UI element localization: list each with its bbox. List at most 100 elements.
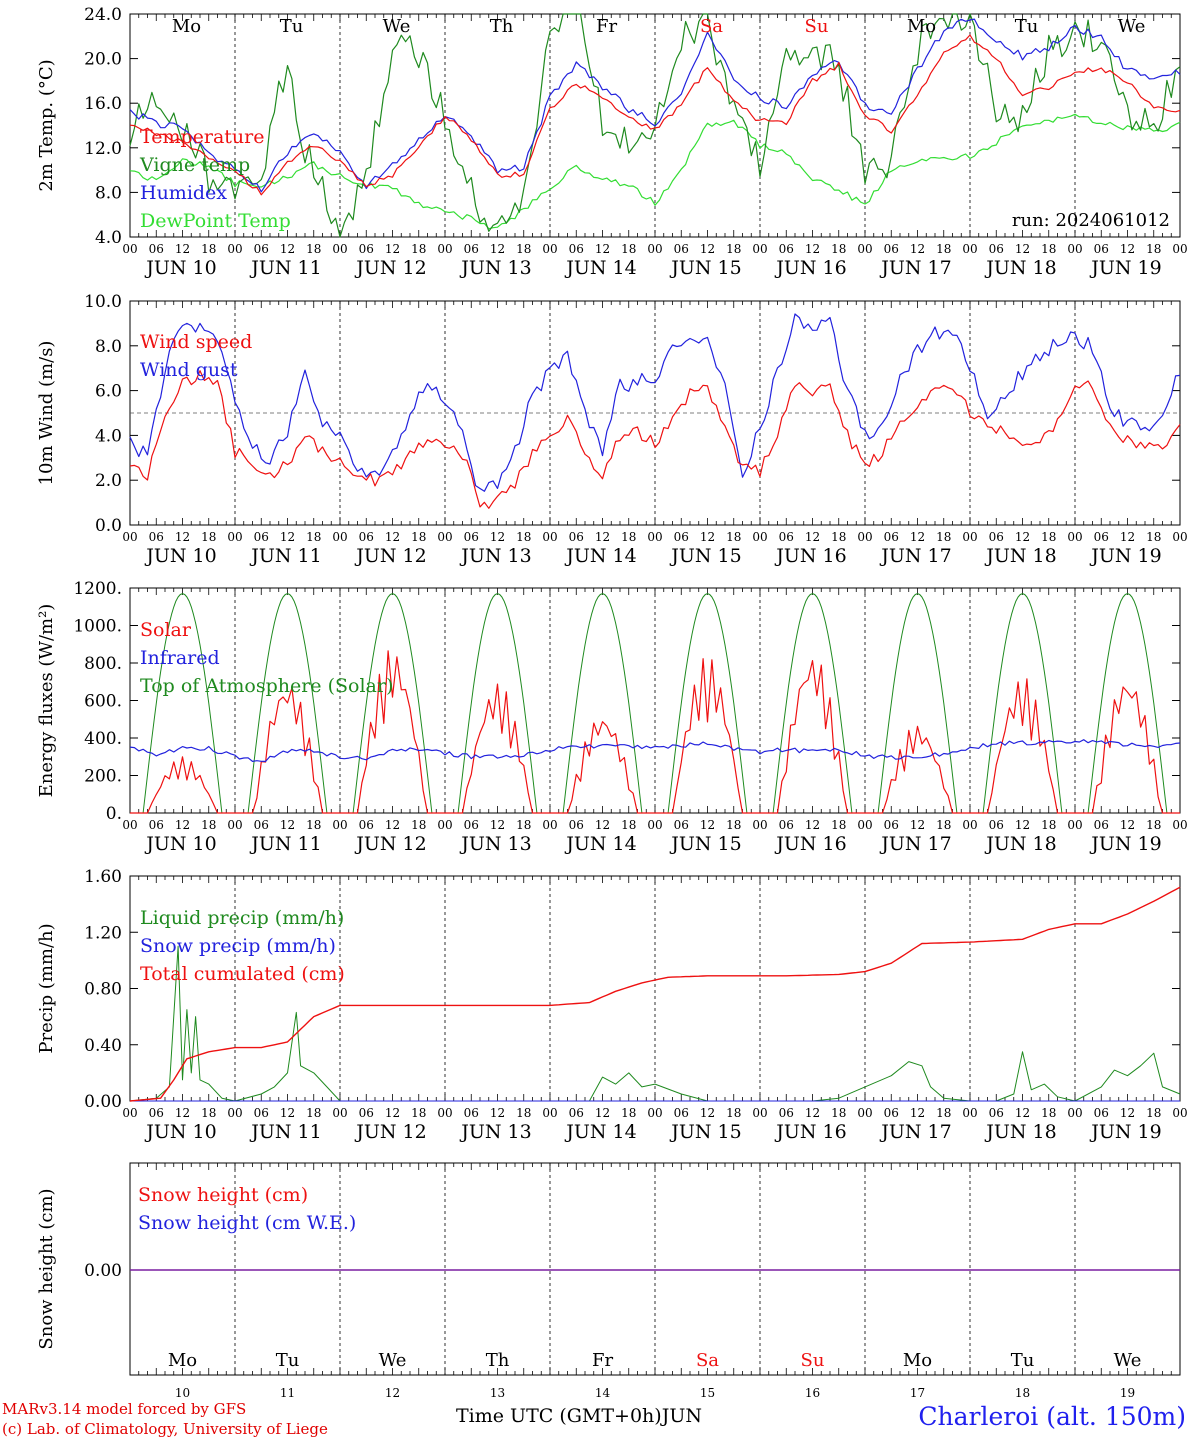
panel-2-hour-label: 00 xyxy=(962,818,977,832)
temp-series-0 xyxy=(129,34,1181,196)
panel-1-date-label: JUN 18 xyxy=(984,545,1056,567)
panel-2-hour-label: 00 xyxy=(857,818,872,832)
panel-2-date-label: JUN 13 xyxy=(459,833,531,855)
panel-0-legend-entry: DewPoint Temp xyxy=(140,210,291,232)
panel-0-weekday-label: Sa xyxy=(700,16,723,37)
panel-3-date-label: JUN 15 xyxy=(669,1121,741,1143)
panel-3-hour-label: 18 xyxy=(936,1106,951,1120)
panel-4-legend-entry: Snow height (cm W.E.) xyxy=(138,1212,356,1234)
panel-1-hour-label: 18 xyxy=(1146,530,1161,544)
panel-0-hour-label: 18 xyxy=(831,242,846,256)
panel-3-hour-label: 12 xyxy=(805,1106,820,1120)
panel-3-date-label: JUN 16 xyxy=(774,1121,846,1143)
panel-3-ytick-label: 1.60 xyxy=(84,867,122,887)
panel-3-date-label: JUN 12 xyxy=(354,1121,426,1143)
panel-1-hour-label: 06 xyxy=(989,530,1004,544)
panel-0-hour-label: 06 xyxy=(884,242,899,256)
panel-1-hour-label: 18 xyxy=(726,530,741,544)
panel-0-hour-label: 18 xyxy=(1041,242,1056,256)
panel-0-ytick-label: 16.0 xyxy=(84,94,122,114)
panel-2-date-label: JUN 16 xyxy=(774,833,846,855)
panel-2-date-label: JUN 11 xyxy=(249,833,321,855)
panel-3-date-label: JUN 14 xyxy=(564,1121,636,1143)
panel-2-legend-entry: Top of Atmosphere (Solar) xyxy=(140,675,393,697)
panel-4-day-number: 10 xyxy=(175,1386,190,1400)
panel-1-hour-label: 18 xyxy=(831,530,846,544)
panel-4-weekday-label: We xyxy=(379,1350,407,1371)
panel-0-hour-label: 12 xyxy=(385,242,400,256)
panel-0-hour-label: 00 xyxy=(227,242,242,256)
panel-1-hour-label: 12 xyxy=(1015,530,1030,544)
panel-3-hour-label: 06 xyxy=(464,1106,479,1120)
panel-2-ytick-label: 1000. xyxy=(73,617,122,637)
panel-1-hour-label: 18 xyxy=(936,530,951,544)
panel-1-hour-label: 00 xyxy=(647,530,662,544)
panel-2-ytick-label: 1200. xyxy=(73,579,122,599)
panel-1-date-label: JUN 13 xyxy=(459,545,531,567)
panel-0-hour-label: 18 xyxy=(621,242,636,256)
panel-4-weekday-label: Tu xyxy=(1011,1350,1035,1371)
panel-3-hour-label: 12 xyxy=(1015,1106,1030,1120)
panel-4-day-number: 18 xyxy=(1015,1386,1030,1400)
panel-1-ytick-label: 6.0 xyxy=(95,382,122,402)
panel-1-hour-label: 18 xyxy=(411,530,426,544)
panel-0-hour-label: 06 xyxy=(989,242,1004,256)
panel-4-ytick-label: 0.00 xyxy=(84,1261,122,1281)
panel-0-hour-label: 12 xyxy=(1015,242,1030,256)
panel-3-hour-label: 12 xyxy=(385,1106,400,1120)
panel-1-hour-label: 00 xyxy=(1067,530,1082,544)
panel-3-hour-label: 12 xyxy=(910,1106,925,1120)
panel-3-hour-label: 06 xyxy=(674,1106,689,1120)
panel-0-hour-label: 00 xyxy=(437,242,452,256)
panel-0-date-label: JUN 13 xyxy=(459,257,531,279)
panel-4-weekday-label: Th xyxy=(486,1350,510,1371)
panel-0-hour-label: 06 xyxy=(149,242,164,256)
wind-speed-line xyxy=(129,370,1181,509)
panel-0-hour-label: 06 xyxy=(569,242,584,256)
panel-3-hour-label: 06 xyxy=(989,1106,1004,1120)
panel-0-hour-label: 18 xyxy=(306,242,321,256)
panel-0-hour-label: 12 xyxy=(595,242,610,256)
panel-3-hour-label: 18 xyxy=(1146,1106,1161,1120)
panel-2-hour-label: 18 xyxy=(516,818,531,832)
panel-2-hour-label: 00 xyxy=(1067,818,1082,832)
temp-series-2 xyxy=(129,18,1181,193)
panel-1-date-label: JUN 16 xyxy=(774,545,846,567)
panel-4-legend-entry: Snow height (cm) xyxy=(138,1184,308,1206)
panel-1-hour-label: 18 xyxy=(201,530,216,544)
panel-3-hour-label: 18 xyxy=(201,1106,216,1120)
panel-1-hour-label: 06 xyxy=(884,530,899,544)
panel-0-hour-label: 06 xyxy=(674,242,689,256)
panel-0-date-label: JUN 18 xyxy=(984,257,1056,279)
panel-2-hour-label: 06 xyxy=(1094,818,1109,832)
panel-3-hour-label: 00 xyxy=(227,1106,242,1120)
panel-3-hour-label: 00 xyxy=(1067,1106,1082,1120)
panel-0-hour-label: 00 xyxy=(752,242,767,256)
panel-3-date-label: JUN 19 xyxy=(1089,1121,1161,1143)
panel-0-weekday-label: Th xyxy=(490,16,514,37)
panel-2-hour-label: 18 xyxy=(411,818,426,832)
panel-0-weekday-label: Mo xyxy=(172,16,201,37)
panel-0-hour-label: 00 xyxy=(1067,242,1082,256)
panel-3-hour-label: 00 xyxy=(1172,1106,1187,1120)
panel-0-date-label: JUN 11 xyxy=(249,257,321,279)
panel-3-date-label: JUN 10 xyxy=(144,1121,216,1143)
panel-1-ytick-label: 8.0 xyxy=(95,337,122,357)
run-annotation: run: 2024061012 xyxy=(1012,210,1170,231)
panel-1-hour-label: 18 xyxy=(1041,530,1056,544)
panel-1-legend-entry: Wind gust xyxy=(140,359,238,381)
panel-0-weekday-label: Tu xyxy=(280,16,304,37)
panel-4-weekday-label: Sa xyxy=(696,1350,719,1371)
panel-3-hour-label: 06 xyxy=(779,1106,794,1120)
panel-2-hour-label: 06 xyxy=(254,818,269,832)
panel-0-legend-entry: Vigne temp xyxy=(139,154,250,176)
panel-2-hour-label: 12 xyxy=(805,818,820,832)
panel-1-hour-label: 00 xyxy=(332,530,347,544)
panel-3-hour-label: 06 xyxy=(1094,1106,1109,1120)
panel-3-hour-label: 06 xyxy=(884,1106,899,1120)
panel-2-hour-label: 00 xyxy=(332,818,347,832)
panel-3-hour-label: 00 xyxy=(962,1106,977,1120)
panel-1-hour-label: 12 xyxy=(805,530,820,544)
panel-2-ytick-label: 800. xyxy=(84,654,122,674)
panel-0-hour-label: 06 xyxy=(254,242,269,256)
